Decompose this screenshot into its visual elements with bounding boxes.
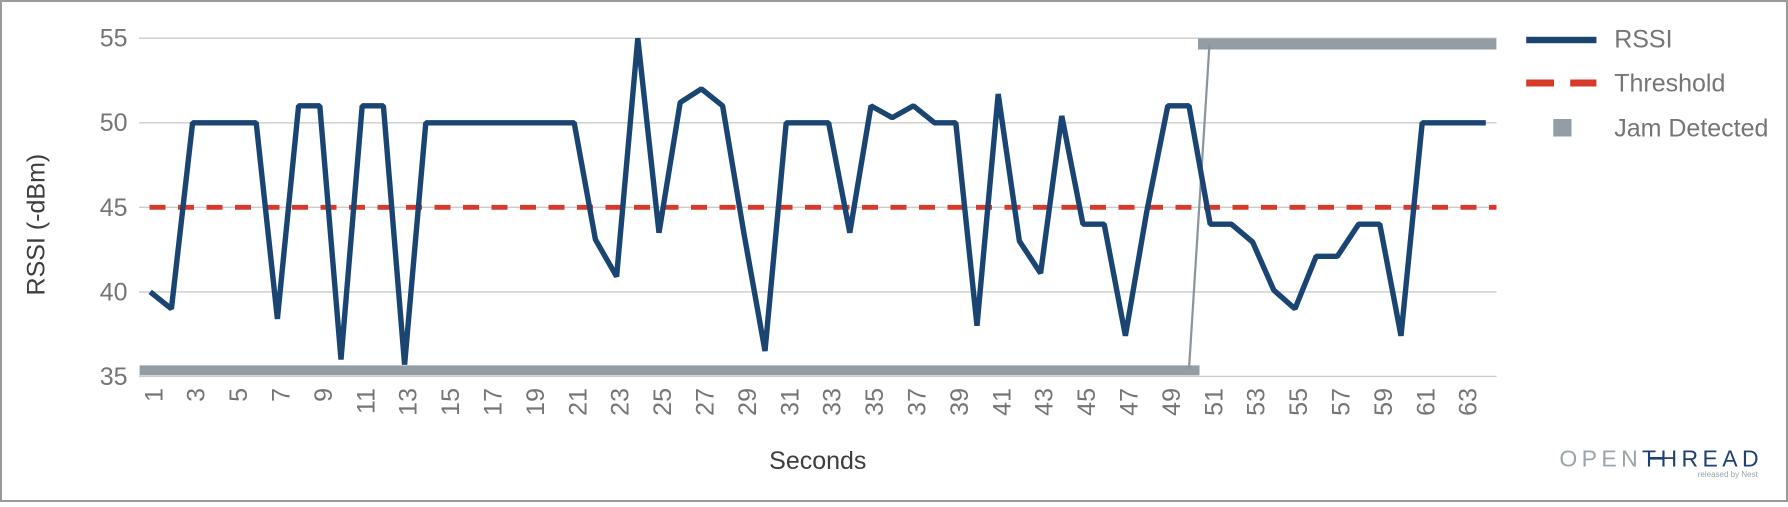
- svg-text:Jam Detected: Jam Detected: [1614, 115, 1768, 143]
- svg-text:37: 37: [904, 388, 932, 416]
- svg-text:45: 45: [100, 194, 128, 222]
- svg-text:21: 21: [564, 388, 592, 416]
- svg-text:13: 13: [395, 388, 423, 416]
- svg-text:released by Nest: released by Nest: [1698, 470, 1759, 479]
- svg-text:45: 45: [1073, 388, 1101, 416]
- svg-text:23: 23: [607, 388, 635, 416]
- svg-text:51: 51: [1200, 388, 1228, 416]
- svg-text:Seconds: Seconds: [769, 447, 866, 475]
- svg-text:9: 9: [310, 388, 338, 402]
- svg-text:47: 47: [1116, 388, 1144, 416]
- svg-text:59: 59: [1370, 388, 1398, 416]
- svg-text:50: 50: [100, 109, 128, 137]
- svg-text:1: 1: [140, 388, 168, 402]
- svg-text:27: 27: [692, 388, 720, 416]
- svg-text:31: 31: [776, 388, 804, 416]
- svg-text:17: 17: [480, 388, 508, 416]
- svg-text:40: 40: [100, 278, 128, 306]
- svg-text:15: 15: [437, 388, 465, 416]
- svg-text:3: 3: [183, 388, 211, 402]
- svg-text:5: 5: [225, 388, 253, 402]
- svg-text:49: 49: [1158, 388, 1186, 416]
- svg-text:43: 43: [1031, 388, 1059, 416]
- svg-text:63: 63: [1455, 388, 1483, 416]
- svg-text:RSSI: RSSI: [1614, 25, 1672, 53]
- svg-text:53: 53: [1243, 388, 1271, 416]
- svg-text:35: 35: [100, 363, 128, 391]
- svg-text:11: 11: [352, 388, 380, 414]
- svg-text:25: 25: [649, 388, 677, 416]
- svg-text:Threshold: Threshold: [1614, 70, 1725, 98]
- svg-text:55: 55: [1285, 388, 1313, 416]
- svg-text:57: 57: [1328, 388, 1356, 416]
- svg-text:19: 19: [522, 388, 550, 416]
- svg-text:29: 29: [734, 388, 762, 416]
- svg-text:61: 61: [1412, 388, 1440, 416]
- svg-text:OPEN: OPEN: [1559, 445, 1642, 471]
- svg-text:39: 39: [946, 388, 974, 416]
- svg-text:55: 55: [100, 25, 128, 53]
- svg-text:33: 33: [819, 388, 847, 416]
- svg-text:41: 41: [988, 388, 1016, 416]
- svg-text:35: 35: [861, 388, 889, 416]
- svg-text:RSSI (-dBm): RSSI (-dBm): [23, 154, 51, 296]
- svg-text:7: 7: [268, 388, 296, 402]
